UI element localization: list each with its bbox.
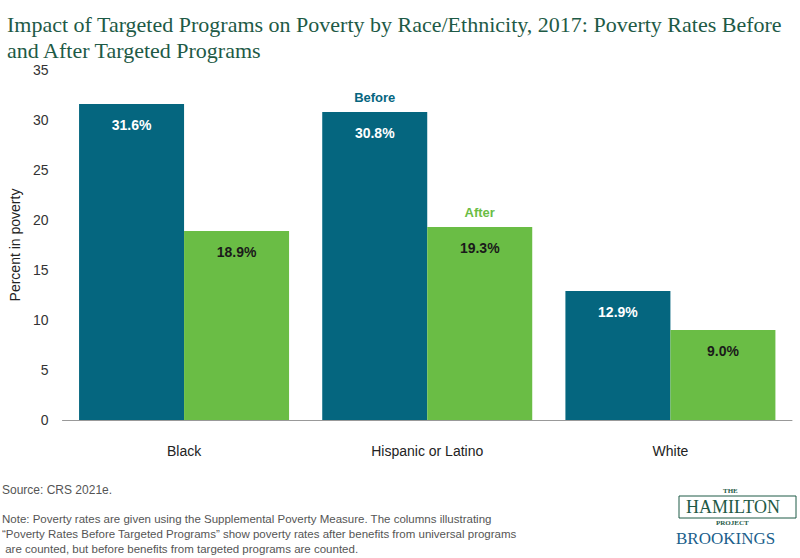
- svg-text:10: 10: [33, 312, 49, 328]
- svg-text:31.6%: 31.6%: [112, 117, 152, 133]
- svg-text:9.0%: 9.0%: [707, 343, 739, 359]
- svg-text:30: 30: [33, 112, 49, 128]
- svg-text:White: White: [653, 443, 689, 459]
- svg-text:PROJECT: PROJECT: [716, 519, 749, 527]
- svg-text:Percent in poverty: Percent in poverty: [7, 189, 23, 302]
- svg-text:THE: THE: [723, 487, 738, 495]
- svg-text:30.8%: 30.8%: [355, 125, 395, 141]
- svg-text:Note: Poverty rates are given: Note: Poverty rates are given using the …: [2, 513, 495, 525]
- svg-text:5: 5: [41, 362, 49, 378]
- svg-text:20: 20: [33, 212, 49, 228]
- svg-text:Source: CRS 2021e.: Source: CRS 2021e.: [2, 483, 112, 497]
- svg-text:and After Targeted Programs: and After Targeted Programs: [7, 38, 261, 63]
- svg-text:Impact of Targeted Programs on: Impact of Targeted Programs on Poverty b…: [7, 12, 787, 37]
- svg-text:15: 15: [33, 262, 49, 278]
- svg-text:35: 35: [33, 62, 49, 78]
- svg-text:HAMILTON: HAMILTON: [686, 497, 780, 517]
- svg-text:“Poverty Rates Before Targeted: “Poverty Rates Before Targeted Programs”…: [2, 528, 517, 540]
- svg-text:After: After: [465, 205, 495, 220]
- svg-text:18.9%: 18.9%: [217, 244, 257, 260]
- svg-text:BROOKINGS: BROOKINGS: [676, 529, 775, 548]
- svg-text:Before: Before: [354, 90, 395, 105]
- svg-text:Hispanic or Latino: Hispanic or Latino: [371, 443, 483, 459]
- svg-text:25: 25: [33, 162, 49, 178]
- svg-text:0: 0: [41, 412, 49, 428]
- svg-text:19.3%: 19.3%: [460, 240, 500, 256]
- svg-text:are counted, but before benefi: are counted, but before benefits from ta…: [2, 543, 358, 555]
- svg-text:12.9%: 12.9%: [598, 304, 638, 320]
- svg-text:Black: Black: [167, 443, 202, 459]
